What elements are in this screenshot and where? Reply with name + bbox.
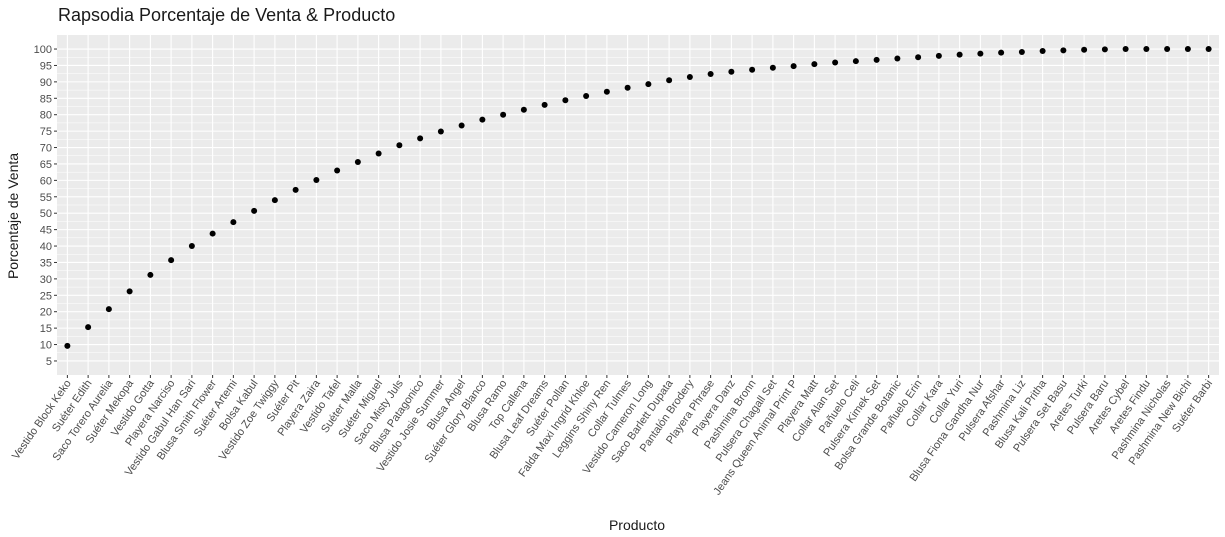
y-tick-label: 85 — [40, 93, 52, 105]
data-point — [645, 81, 652, 88]
minor-gridlines — [57, 56, 1219, 354]
data-point — [251, 207, 258, 214]
data-point — [686, 73, 693, 80]
data-point — [811, 61, 818, 68]
data-point — [292, 186, 299, 193]
y-tick-label: 20 — [40, 307, 52, 319]
data-point — [85, 324, 92, 331]
data-point — [624, 84, 631, 91]
data-point — [1122, 46, 1129, 53]
y-axis-title: Porcentaje de Venta — [5, 153, 21, 279]
data-point — [603, 88, 610, 95]
data-point — [935, 52, 942, 59]
chart-title: Rapsodia Porcentaje de Venta & Producto — [58, 5, 395, 25]
data-point — [64, 342, 71, 349]
data-point — [707, 70, 714, 77]
data-points — [64, 46, 1212, 349]
y-tick-label: 25 — [40, 290, 52, 302]
data-point — [977, 50, 984, 57]
data-point — [1081, 46, 1088, 53]
y-tick-label: 40 — [40, 241, 52, 253]
x-axis-title: Producto — [609, 517, 665, 533]
y-tick-label: 10 — [40, 340, 52, 352]
data-point — [230, 219, 237, 226]
data-point — [873, 56, 880, 63]
data-point — [458, 122, 465, 129]
data-point — [1101, 46, 1108, 53]
y-tick-label: 100 — [34, 44, 52, 56]
data-point — [562, 97, 569, 104]
data-point — [1164, 46, 1171, 53]
y-tick-label: 35 — [40, 257, 52, 269]
data-point — [769, 64, 776, 71]
data-point — [354, 158, 361, 165]
data-point — [147, 271, 154, 278]
data-point — [728, 68, 735, 75]
y-tick-label: 95 — [40, 60, 52, 72]
data-point — [1039, 48, 1046, 55]
data-point — [894, 55, 901, 62]
data-point — [437, 128, 444, 135]
data-point — [168, 257, 175, 264]
data-point — [334, 167, 341, 174]
data-point — [520, 106, 527, 113]
data-point — [749, 66, 756, 73]
data-point — [1143, 46, 1150, 53]
y-tick-label: 45 — [40, 225, 52, 237]
data-point — [209, 230, 216, 237]
data-point — [998, 49, 1005, 56]
data-point — [1060, 47, 1067, 54]
data-point — [500, 111, 507, 118]
data-point — [852, 58, 859, 65]
data-point — [396, 142, 403, 149]
data-point — [790, 63, 797, 70]
data-point — [126, 288, 133, 295]
y-tick-label: 90 — [40, 77, 52, 89]
data-point — [1184, 46, 1191, 53]
major-gridlines — [57, 35, 1219, 375]
y-tick-label: 70 — [40, 143, 52, 155]
data-point — [541, 101, 548, 108]
y-tick-label: 75 — [40, 126, 52, 138]
data-point — [375, 150, 382, 157]
y-axis-ticks: 5 10 15 20 25 30 35 40 45 50 55 60 65 70 75 80 85 90 95 100 — [34, 44, 57, 368]
y-tick-label: 50 — [40, 208, 52, 220]
data-point — [666, 77, 673, 84]
y-tick-label: 15 — [40, 323, 52, 335]
data-point — [915, 54, 922, 61]
data-point — [956, 51, 963, 58]
y-tick-label: 65 — [40, 159, 52, 171]
data-point — [583, 92, 590, 99]
y-tick-label: 30 — [40, 274, 52, 286]
y-tick-label: 5 — [46, 356, 52, 368]
data-point — [1018, 48, 1025, 55]
y-tick-label: 80 — [40, 110, 52, 122]
data-point — [313, 177, 320, 184]
y-tick-label: 60 — [40, 175, 52, 187]
data-point — [417, 135, 424, 142]
data-point — [1205, 46, 1212, 53]
data-point — [832, 59, 839, 66]
y-tick-label: 55 — [40, 192, 52, 204]
data-point — [105, 306, 112, 313]
data-point — [479, 116, 486, 123]
data-point — [188, 243, 195, 250]
data-point — [271, 197, 278, 204]
